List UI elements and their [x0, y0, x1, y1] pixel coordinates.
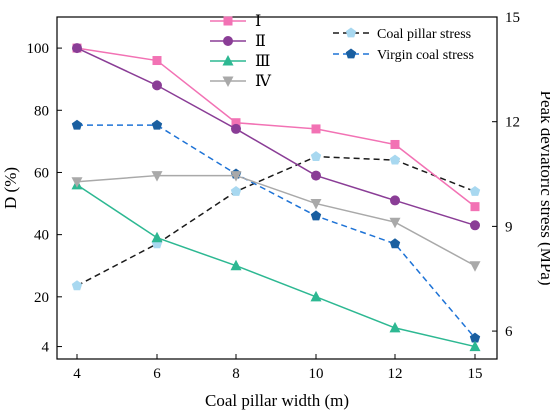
y-left-tick-label: 60	[34, 165, 49, 181]
series-line-left	[76, 47, 476, 208]
data-point-left	[152, 80, 162, 91]
legend-left-label: Ⅳ	[255, 73, 272, 90]
legend-left: Ⅰ Ⅱ Ⅲ Ⅳ	[210, 13, 272, 90]
legend-left-label: Ⅲ	[255, 53, 270, 70]
data-point-right	[71, 119, 83, 130]
data-point-right	[389, 154, 401, 165]
data-point-left	[389, 321, 401, 333]
legend-right-label: Coal pillar stress	[377, 27, 471, 42]
series-line-right	[77, 124, 476, 339]
y-right-tick-label: 6	[505, 324, 513, 340]
data-point-left	[389, 217, 401, 229]
data-point-left	[310, 290, 322, 302]
data-point-right	[469, 186, 481, 196]
y-right-tick-label: 9	[505, 219, 513, 235]
data-point-left	[311, 124, 321, 134]
data-point-left	[230, 171, 242, 182]
data-point-left	[311, 170, 321, 181]
series-line-right	[76, 155, 476, 287]
x-tick-label: 12	[388, 366, 403, 382]
legend-right-label: Virgin coal stress	[377, 48, 474, 63]
legend-left-marker	[222, 55, 234, 66]
data-point-right	[310, 151, 322, 161]
legend-left-label: Ⅱ	[255, 33, 266, 50]
y-axis-left: 4 20 40 60 80 100	[27, 41, 62, 356]
data-point-left	[469, 340, 481, 352]
legend-right-marker	[345, 48, 357, 59]
series-layer	[71, 43, 481, 352]
data-point-left	[151, 231, 163, 243]
y-right-tick-label: 15	[505, 10, 520, 26]
data-point-left	[231, 118, 241, 128]
y-axis-right: 6 9 12 15	[492, 10, 520, 340]
data-point-left	[152, 56, 162, 66]
data-point-left	[310, 199, 322, 210]
series-line-left	[76, 47, 476, 227]
y-right-tick-label: 12	[505, 115, 520, 131]
x-axis-title: Coal pillar width (m)	[205, 391, 349, 410]
x-axis: 4 6 8 10 12 15	[73, 354, 483, 382]
x-tick-label: 10	[309, 366, 324, 382]
y-left-tick-label: 80	[34, 103, 49, 119]
y-axis-right-title: Peak deviatoric stress (MPa)	[537, 91, 550, 286]
y-axis-left-title: D (%)	[1, 167, 20, 209]
data-point-right	[71, 280, 83, 291]
legend-left-marker	[223, 16, 233, 26]
data-point-left	[230, 259, 242, 271]
data-point-right	[469, 332, 481, 343]
series-line-left	[76, 174, 476, 267]
y-left-tick-label: 4	[42, 340, 50, 356]
data-point-right	[389, 238, 401, 249]
data-point-right	[310, 210, 322, 221]
series-right-group	[71, 151, 481, 291]
series-left-group	[72, 43, 480, 231]
data-point-left	[71, 177, 83, 188]
legend-left-marker	[223, 36, 233, 46]
legend-left-marker	[222, 76, 234, 87]
series-left-group	[72, 43, 480, 212]
series-right-group	[71, 119, 481, 343]
series-line-left	[76, 184, 476, 348]
data-point-left	[390, 139, 400, 149]
data-point-left	[470, 202, 480, 212]
series-left-group	[71, 171, 481, 272]
data-point-left	[470, 220, 480, 231]
y-left-tick-label: 100	[27, 41, 50, 57]
data-point-left	[469, 261, 481, 272]
data-point-left	[151, 171, 163, 182]
y-left-tick-label: 20	[34, 290, 49, 306]
x-tick-label: 8	[232, 366, 240, 382]
y-left-tick-label: 40	[34, 228, 49, 244]
x-tick-label: 6	[153, 366, 161, 382]
data-point-left	[231, 123, 241, 134]
data-point-left	[72, 43, 82, 54]
x-tick-label: 15	[468, 366, 483, 382]
legend-right-marker	[345, 27, 357, 38]
series-left-group	[71, 178, 481, 352]
legend-left-label: Ⅰ	[255, 13, 261, 30]
x-tick-label: 4	[73, 366, 81, 382]
data-point-right	[230, 186, 242, 196]
legend-right: Coal pillar stress Virgin coal stress	[333, 27, 474, 63]
data-point-left	[390, 195, 400, 206]
data-point-right	[151, 119, 163, 130]
plot-frame	[56, 16, 498, 360]
